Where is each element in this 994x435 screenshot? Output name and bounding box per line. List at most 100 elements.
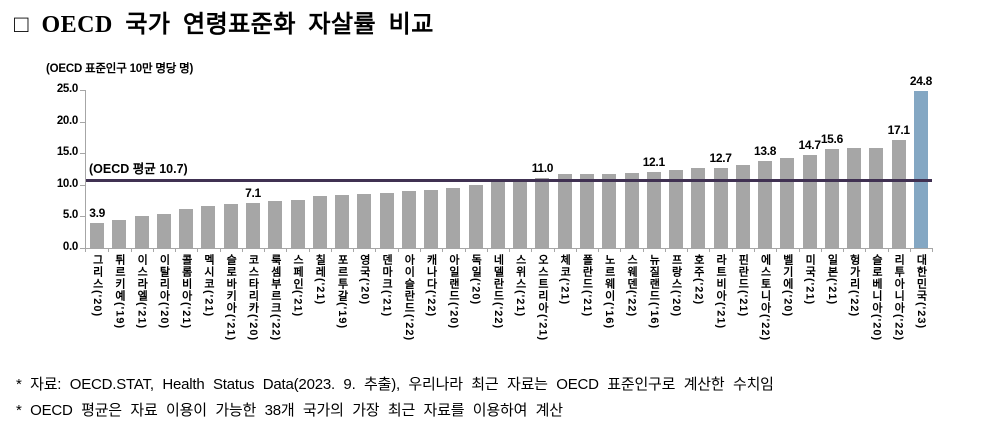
x-axis-label-네델란드('22): 네델란드('22) xyxy=(491,254,504,330)
y-axis-label-0.0: 0.0 xyxy=(62,241,78,253)
bar-아이슬란드('22) xyxy=(401,190,416,248)
bar-멕시코('21) xyxy=(201,205,216,248)
bar-slot-19: 네델란드('22) xyxy=(487,90,511,329)
oecd-average-label: (OECD 평균 10.7) xyxy=(89,162,188,177)
bar-덴마크('21) xyxy=(379,193,394,248)
y-axis-label-5.0: 5.0 xyxy=(62,209,78,222)
x-axis-label-핀란드('21): 핀란드('21) xyxy=(736,254,749,318)
x-axis-label-슬로바키아('21): 슬로바키아('21) xyxy=(224,254,237,342)
bar-slot-6: 멕시코('21) xyxy=(197,90,221,317)
bar-슬로베니아('20) xyxy=(869,148,884,248)
x-axis-label-호주('22): 호주('22) xyxy=(692,254,705,306)
x-axis-label-일본('21): 일본('21) xyxy=(825,254,838,306)
value-label-일본('21): 15.6 xyxy=(820,132,843,147)
x-axis-label-미국('21): 미국('21) xyxy=(803,254,816,306)
x-axis-label-노르웨이('16): 노르웨이('16) xyxy=(603,254,616,330)
bar-콜롬비아('21) xyxy=(179,209,194,248)
bar-slot-3: 이스라엘('21) xyxy=(131,90,154,329)
bar-핀란드('21) xyxy=(735,165,750,248)
x-axis-label-이탈리아('20): 이탈리아('20) xyxy=(157,254,170,330)
x-axis-label-포르투갈('19): 포르투갈('19) xyxy=(336,254,349,330)
footnote-oecd-average: * OECD 평균은 자료 이용이 가능한 38개 국가의 가장 최근 자료를 … xyxy=(16,402,563,419)
x-axis-label-덴마크('21): 덴마크('21) xyxy=(380,254,393,318)
bar-slot-20: 스위스('21) xyxy=(509,90,533,317)
bar-노르웨이('16) xyxy=(602,174,617,248)
bar-slot-34: 15.6 일본('21) xyxy=(820,90,845,305)
bar-포르투갈('19) xyxy=(335,194,350,248)
bar-slot-32: 벨기에('20) xyxy=(776,90,800,317)
bar-slot-25: 스웨덴('22) xyxy=(620,90,644,317)
x-axis-label-폴란드('21): 폴란드('21) xyxy=(580,254,593,318)
bar-일본('21) xyxy=(824,149,839,248)
value-label-리투아니아('22): 17.1 xyxy=(887,122,910,137)
bar-slot-17: 아일랜드('20) xyxy=(442,90,466,329)
bar-벨기에('20) xyxy=(780,157,795,248)
bar-아일랜드('20) xyxy=(446,187,461,248)
bar-헝가리('22) xyxy=(847,148,862,248)
bar-slot-2: 튀르키예('19) xyxy=(108,90,132,329)
bar-칠레('21) xyxy=(312,196,327,248)
value-label-그리스('20): 3.9 xyxy=(89,206,106,221)
x-axis-label-아이슬란드('22): 아이슬란드('22) xyxy=(402,254,415,342)
x-axis-label-슬로베니아('20): 슬로베니아('20) xyxy=(870,254,883,342)
x-axis-label-헝가리('22): 헝가리('22) xyxy=(848,254,861,318)
x-axis-label-콜롬비아('21): 콜롬비아('21) xyxy=(180,254,193,330)
bar-캐나다('22) xyxy=(424,189,439,248)
bar-slot-29: 12.7 라트비아('21) xyxy=(709,90,733,329)
bar-라트비아('21) xyxy=(713,167,728,248)
y-axis-label-25.0: 25.0 xyxy=(56,83,78,95)
bar-튀르키예('19) xyxy=(112,219,127,248)
bar-slot-26: 12.1 뉴질랜드('16) xyxy=(642,90,666,329)
bar-slot-9: 룩셈부르크('22) xyxy=(264,90,288,341)
x-axis-label-체코('21): 체코('21) xyxy=(558,254,571,306)
x-axis-label-벨기에('20): 벨기에('20) xyxy=(781,254,794,318)
x-axis-label-스웨덴('22): 스웨덴('22) xyxy=(625,254,638,318)
x-axis-label-멕시코('21): 멕시코('21) xyxy=(202,254,215,318)
bar-slot-5: 콜롬비아('21) xyxy=(175,90,199,329)
footnotes: * 자료: OECD.STAT, Health Status Data(2023… xyxy=(16,372,984,424)
y-axis-label-20.0: 20.0 xyxy=(56,114,78,127)
bar-slot-7: 슬로바키아('21) xyxy=(220,90,243,341)
bar-룩셈부르크('22) xyxy=(268,200,283,248)
bar-slot-30: 핀란드('21) xyxy=(732,90,755,317)
bar-이탈리아('20) xyxy=(156,213,171,248)
bar-스페인('21) xyxy=(290,199,305,248)
x-axis-label-영국('20): 영국('20) xyxy=(358,254,371,306)
value-label-코스타리카('20): 7.1 xyxy=(245,186,261,201)
bar-slot-24: 노르웨이('16) xyxy=(598,90,622,329)
x-axis-label-칠레('21): 칠레('21) xyxy=(313,254,326,306)
value-label-라트비아('21): 12.7 xyxy=(709,150,732,165)
bar-그리스('20) xyxy=(90,223,105,248)
value-label-오스트리아('21): 11.0 xyxy=(531,161,554,176)
bar-slot-15: 아이슬란드('22) xyxy=(398,90,421,341)
bar-slot-14: 덴마크('21) xyxy=(375,90,399,317)
x-axis-label-대한민국('23): 대한민국('23) xyxy=(914,254,927,330)
bar-slot-1: 3.9 그리스('20) xyxy=(85,90,110,317)
x-axis-label-룩셈부르크('22): 룩셈부르크('22) xyxy=(269,254,282,342)
bar-슬로바키아('21) xyxy=(223,204,238,248)
bar-slot-21: 11.0 오스트리아('21) xyxy=(531,90,555,341)
value-label-뉴질랜드('16): 12.1 xyxy=(642,154,665,169)
bar-코스타리카('20) xyxy=(245,203,260,248)
bar-slot-23: 폴란드('21) xyxy=(576,90,600,317)
x-axis-label-에스토니아('22): 에스토니아('22) xyxy=(759,254,772,342)
bar-스웨덴('22) xyxy=(624,173,639,248)
bar-slot-4: 이탈리아('20) xyxy=(153,90,177,329)
value-label-미국('21): 14.7 xyxy=(798,138,821,153)
bar-slot-18: 독일('20) xyxy=(465,90,488,305)
x-axis-label-독일('20): 독일('20) xyxy=(469,254,482,306)
bar-slot-22: 체코('21) xyxy=(554,90,577,305)
bar-slot-37: 17.1 리투아니아('22) xyxy=(887,90,911,341)
x-axis-label-코스타리카('20): 코스타리카('20) xyxy=(246,254,259,342)
bar-체코('21) xyxy=(557,174,572,248)
x-axis-label-오스트리아('21): 오스트리아('21) xyxy=(536,254,549,342)
value-label-에스토니아('22): 13.8 xyxy=(754,143,777,158)
bar-slot-33: 14.7 미국('21) xyxy=(798,90,822,305)
bar-대한민국('23) xyxy=(913,91,928,248)
bar-미국('21) xyxy=(802,155,817,248)
bar-slot-13: 영국('20) xyxy=(353,90,377,305)
x-axis-label-이스라엘('21): 이스라엘('21) xyxy=(135,254,148,330)
page-title: □ OECD 국가 연령표준화 자살률 비교 xyxy=(14,12,434,38)
bar-스위스('21) xyxy=(513,181,528,248)
bar-slot-27: 프랑스('20) xyxy=(665,90,689,317)
